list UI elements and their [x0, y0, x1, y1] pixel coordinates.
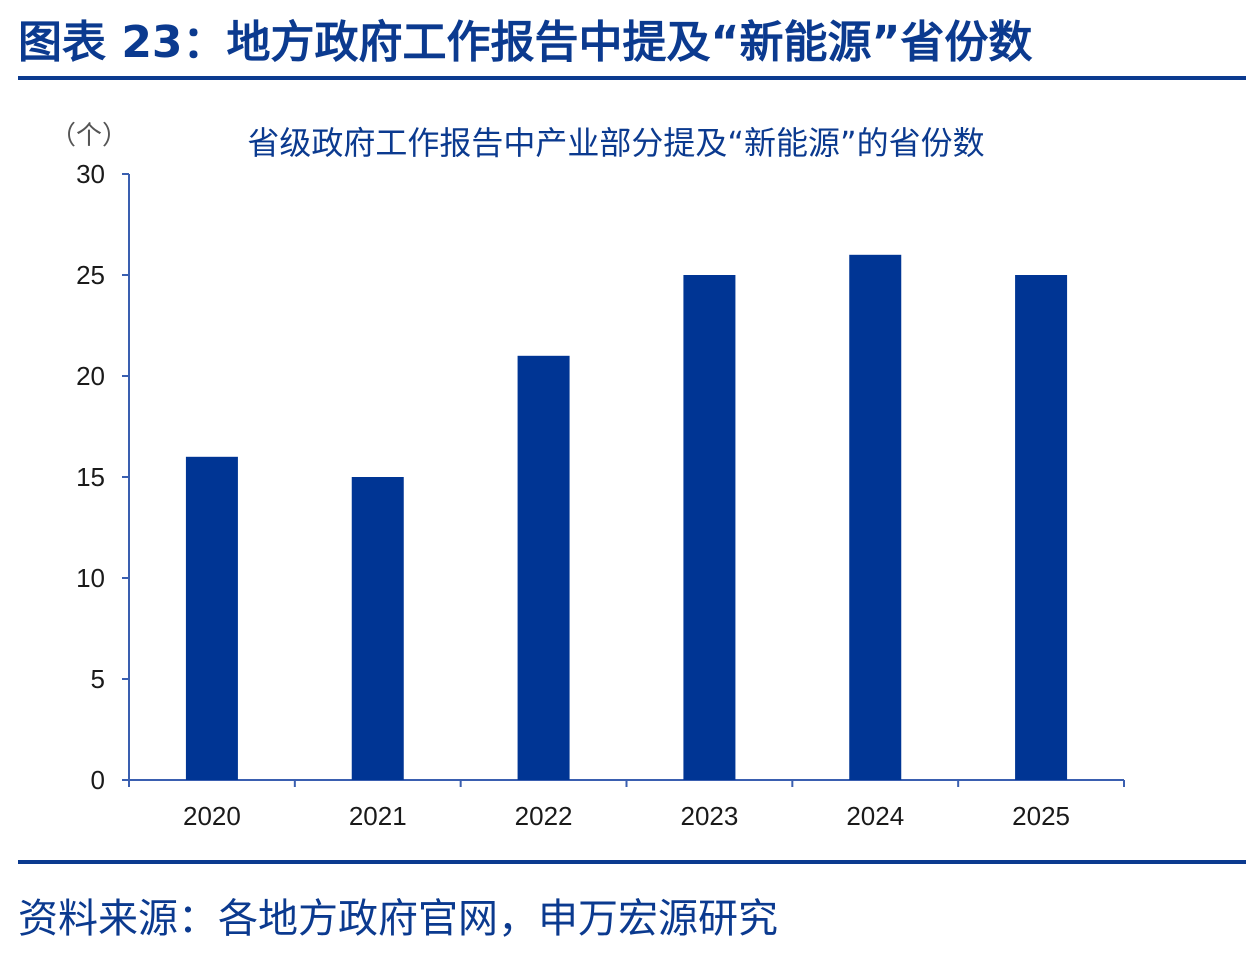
y-axis: 0 5 10 15 20 25 30: [76, 159, 130, 795]
y-axis-unit-label: （个）: [50, 121, 128, 151]
y-tick-label: 5: [91, 664, 105, 694]
bottom-divider: [18, 860, 1246, 864]
x-tick-label: 2021: [349, 801, 407, 831]
bar-2024: [849, 254, 902, 781]
bar-2023: [683, 275, 736, 780]
y-tick-label: 0: [91, 765, 105, 795]
x-tick-label: 2023: [680, 801, 738, 831]
bar-2022: [517, 355, 570, 780]
y-tick-label: 10: [76, 563, 105, 593]
y-tick-label: 20: [76, 361, 105, 391]
chart-title: 省级政府工作报告中产业部分提及“新能源”的省份数: [247, 124, 984, 162]
bar-2025: [1015, 275, 1068, 780]
y-tick-label: 25: [76, 260, 105, 290]
source-note: 资料来源：各地方政府官网，申万宏源研究: [18, 896, 778, 942]
bar-chart: （个） 省级政府工作报告中产业部分提及“新能源”的省份数 05101520253…: [50, 121, 1125, 831]
bar-series: [185, 254, 1068, 781]
x-tick-label: 2020: [183, 801, 241, 831]
bar-2021: [351, 477, 404, 780]
x-axis: 2020 2021 2022 2023 2024 2025: [128, 779, 1125, 831]
x-tick-label: 2022: [515, 801, 573, 831]
y-tick-label: 30: [76, 159, 105, 189]
figure-title: 图表 23：地方政府工作报告中提及“新能源”省份数: [18, 17, 1033, 68]
x-tick-label: 2024: [846, 801, 904, 831]
bar-2020: [185, 456, 238, 780]
x-tick-label: 2025: [1012, 801, 1070, 831]
top-divider: [18, 76, 1246, 80]
y-tick-label: 15: [76, 462, 105, 492]
